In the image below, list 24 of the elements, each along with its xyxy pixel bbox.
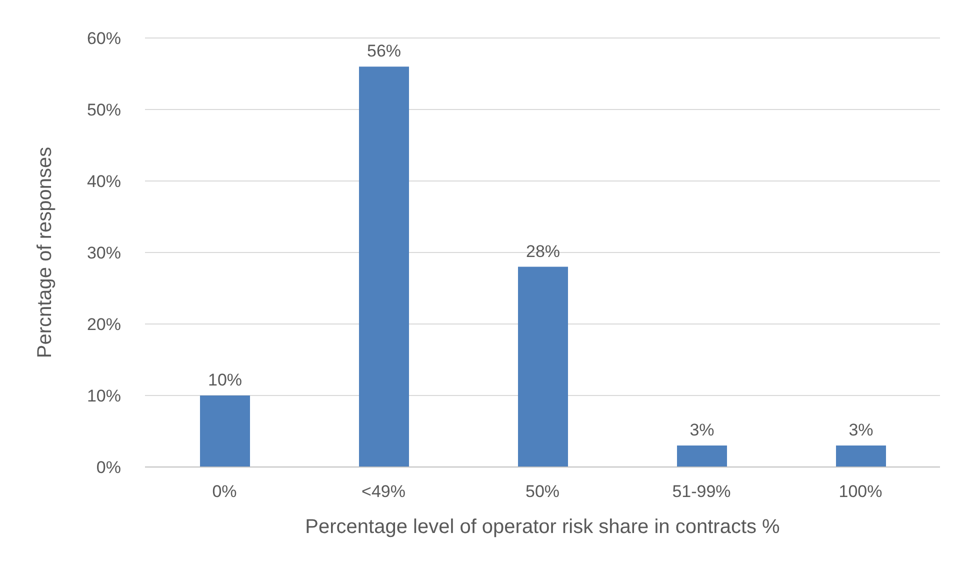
data-label: 56% — [366, 42, 402, 61]
y-axis-title: Percntage of responses — [34, 146, 56, 358]
data-label: 3% — [690, 420, 714, 440]
x-axis-title: Percentage level of operator risk share in contracts % — [305, 516, 780, 538]
bar — [359, 66, 409, 467]
y-tick-label: 0% — [96, 458, 121, 478]
y-tick-label: 30% — [86, 244, 121, 263]
x-tick-label: 50% — [525, 482, 560, 502]
x-tick-label: 100% — [838, 482, 882, 502]
bar — [518, 266, 568, 467]
data-label: 3% — [848, 420, 874, 440]
y-tick-label: 20% — [86, 315, 121, 334]
y-tick-label: 40% — [86, 172, 121, 192]
x-tick-label: 0% — [212, 482, 237, 502]
bar — [836, 446, 886, 467]
data-label: 10% — [208, 370, 242, 390]
y-tick-label: 50% — [86, 100, 121, 120]
bar — [677, 446, 727, 467]
x-tick-label: <49% — [362, 482, 406, 502]
data-label: 28% — [526, 242, 560, 261]
y-tick-label: 10% — [86, 386, 121, 406]
x-tick-label: 51-99% — [672, 482, 731, 502]
bar — [200, 396, 250, 467]
y-tick-label: 60% — [86, 29, 121, 48]
